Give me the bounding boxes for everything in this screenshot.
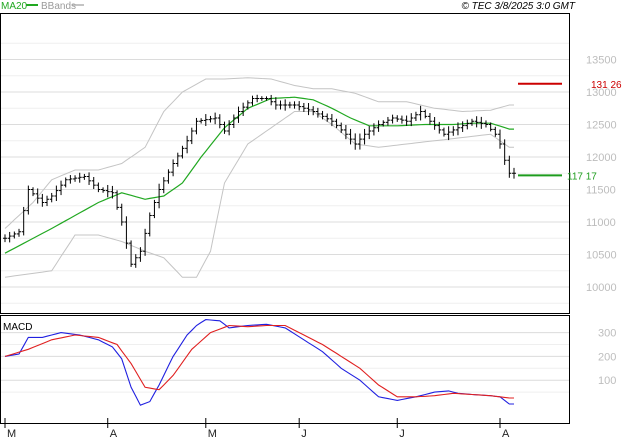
- macd-y-axis: 100 200 300: [598, 328, 616, 388]
- ma20-path: [4, 96, 514, 254]
- price-y-tick-label: 12500: [586, 120, 617, 132]
- copyright-label: © TEC 3/8/2025 3:0 GMT: [461, 1, 575, 12]
- price-y-tick-label: 13500: [586, 55, 617, 67]
- price-y-tick-label: 10500: [586, 250, 617, 262]
- bb-legend-label: BBands: [41, 1, 76, 12]
- price-y-axis: 10000 10500 11000 11500 12000 12500 13000 13500: [586, 55, 617, 295]
- month-label: J: [399, 428, 405, 440]
- bb-legend-swatch: [72, 4, 84, 6]
- macd-title: MACD: [3, 322, 32, 333]
- macd-line: [4, 319, 514, 406]
- macd-panel-frame: [0, 315, 570, 424]
- price-grid: [1, 42, 569, 304]
- macd-y-tick-label: 100: [598, 375, 616, 387]
- bb-lower-line: [4, 111, 514, 278]
- support-level-label: 117 17: [567, 171, 597, 182]
- bb-upper-line: [4, 77, 514, 229]
- macd-grid: [1, 332, 569, 393]
- price-levels: 131 26 117 17: [518, 80, 622, 182]
- macd-y-tick-label: 300: [598, 328, 616, 340]
- month-label: M: [7, 428, 16, 440]
- resistance-level-label: 131 26: [591, 80, 622, 91]
- price-y-tick-label: 11000: [586, 217, 616, 229]
- ma-legend-label: MA20: [1, 1, 28, 12]
- month-label: A: [502, 428, 510, 440]
- month-label: A: [110, 428, 118, 440]
- macd-y-tick-label: 200: [598, 351, 616, 363]
- price-y-tick-label: 11500: [586, 185, 616, 197]
- price-y-tick-label: 12000: [586, 152, 617, 164]
- price-y-tick-label: 10000: [586, 282, 617, 294]
- month-label: J: [301, 428, 307, 440]
- price-bars: [3, 94, 516, 268]
- month-label: M: [208, 428, 217, 440]
- price-panel-frame: [0, 13, 570, 314]
- macd-lines: [4, 319, 514, 406]
- price-y-tick-label: 13000: [586, 87, 617, 99]
- bollinger-bands: [4, 77, 514, 278]
- ma-legend-swatch: [26, 4, 38, 6]
- signal-line: [4, 324, 514, 399]
- ma20-line: [4, 96, 514, 254]
